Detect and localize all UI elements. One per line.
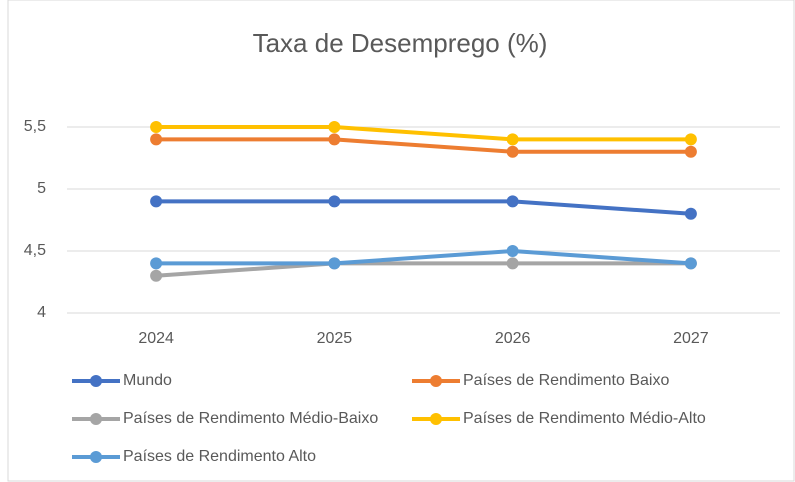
- legend-marker: [90, 375, 102, 387]
- data-point: [506, 195, 519, 208]
- data-point: [328, 133, 341, 146]
- data-point: [506, 257, 519, 270]
- legend-marker: [430, 375, 442, 387]
- series-line: [156, 125, 691, 142]
- y-tick-label: 5: [37, 180, 46, 197]
- legend-label: Mundo: [123, 372, 172, 389]
- data-point: [684, 133, 697, 146]
- legend-label: Países de Rendimento Alto: [123, 448, 316, 465]
- data-point: [328, 121, 341, 133]
- data-point: [684, 145, 697, 158]
- series-line: [156, 249, 692, 266]
- legend-label: Países de Rendimento Baixo: [463, 372, 669, 389]
- data-point: [684, 207, 697, 220]
- legend-marker: [90, 413, 102, 425]
- data-point: [506, 133, 519, 146]
- data-point: [150, 133, 163, 146]
- data-point: [150, 269, 163, 282]
- data-point: [150, 257, 163, 270]
- y-tick-label: 4,5: [24, 242, 46, 259]
- legend-marker: [430, 413, 442, 425]
- x-tick-label: 2025: [317, 330, 353, 347]
- data-point: [150, 121, 163, 133]
- y-tick-label: 5,5: [24, 118, 46, 135]
- x-tick-label: 2024: [138, 330, 174, 347]
- data-point: [328, 257, 341, 270]
- data-point: [684, 257, 697, 270]
- data-point: [150, 195, 163, 208]
- chart-border: [7, 0, 795, 482]
- series-line: [155, 261, 691, 278]
- x-tick-label: 2026: [495, 330, 531, 347]
- data-point: [328, 195, 341, 208]
- data-point: [506, 145, 519, 158]
- legend-marker: [90, 451, 102, 463]
- series-line: [156, 199, 692, 216]
- legend-label: Países de Rendimento Médio-Baixo: [123, 410, 378, 427]
- data-point: [506, 245, 519, 257]
- legend-label: Países de Rendimento Médio-Alto: [463, 410, 706, 427]
- y-tick-label: 4: [37, 304, 46, 321]
- x-tick-label: 2027: [673, 330, 709, 347]
- chart-title: Taxa de Desemprego (%): [253, 28, 548, 58]
- series-line: [156, 137, 691, 154]
